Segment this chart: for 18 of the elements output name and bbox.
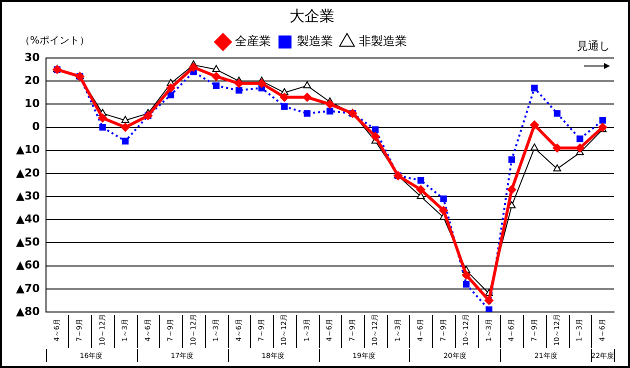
legend-label: 製造業 — [297, 34, 333, 48]
y-tick-label: ▲40 — [16, 212, 40, 226]
chart-title: 大企業 — [290, 6, 334, 25]
y-tick-label: 30 — [24, 50, 40, 64]
y-tick-label: ▲50 — [16, 236, 40, 249]
y-tick-label: ▲30 — [16, 189, 40, 202]
y-tick-label: ▲80 — [16, 304, 40, 318]
y-tick-label: ▲60 — [16, 258, 40, 272]
y-tick-label: ▲70 — [16, 282, 40, 295]
y-tick-label: ▲10 — [16, 143, 40, 156]
y-tick-label: ▲20 — [16, 166, 40, 180]
y-tick-label: 10 — [24, 97, 40, 110]
legend-label: 非製造業 — [359, 34, 407, 48]
text: 見通し — [577, 39, 610, 52]
y-axis-title: （%ポイント） — [20, 36, 90, 47]
y-tick-label: 0 — [32, 120, 40, 134]
legend-label: 全産業 — [235, 34, 271, 48]
y-tick-label: 20 — [24, 74, 40, 87]
